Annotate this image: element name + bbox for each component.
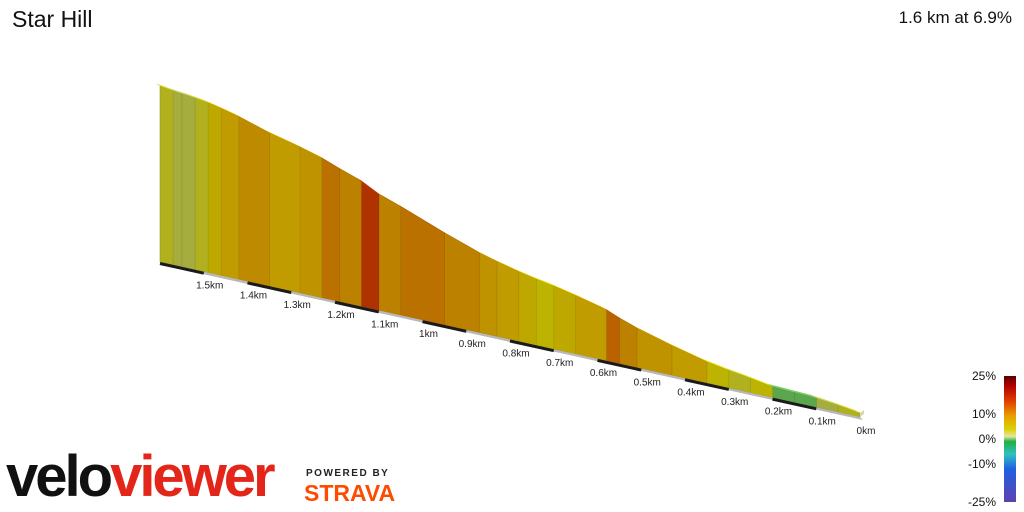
profile-segment-top — [395, 203, 445, 233]
distance-tick-label: 1.3km — [284, 300, 311, 311]
profile-segment-top — [233, 113, 270, 133]
profile-start-cap — [860, 410, 864, 417]
veloviewer-logo: veloviewer — [6, 444, 276, 509]
profile-segment — [444, 232, 480, 334]
profile-segment-top — [570, 292, 607, 310]
profile-segment — [181, 93, 196, 271]
segment-title: Star Hill — [12, 6, 93, 32]
profile-segment-top — [666, 342, 707, 362]
distance-tick-label: 1km — [419, 329, 438, 340]
profile-segment — [207, 102, 222, 276]
profile-segment — [636, 327, 673, 376]
distance-band — [509, 339, 555, 353]
powered-by-text: POWERED BY — [306, 468, 390, 479]
strava-logo: STRAVA — [304, 480, 396, 506]
profile-segment — [159, 85, 174, 266]
profile-segment — [194, 97, 209, 274]
distance-band — [159, 262, 205, 275]
distance-band — [597, 358, 642, 372]
distance-tick-label: 1.5km — [196, 281, 223, 292]
distance-tick-label: 0.6km — [590, 368, 617, 379]
distance-tick-label: 0.8km — [502, 349, 529, 360]
distance-tick-label: 0.5km — [634, 378, 661, 389]
profile-segment — [172, 90, 183, 268]
profile-segment — [619, 317, 638, 368]
profile-segment-top — [155, 83, 174, 91]
profile-segment — [321, 157, 340, 303]
profile-walls — [159, 85, 864, 418]
profile-segment-top — [701, 358, 729, 371]
gradient-legend-bar — [1004, 376, 1016, 502]
profile-segment-top — [767, 383, 795, 393]
profile-segment-top — [334, 165, 362, 181]
profile-segment-top — [474, 249, 497, 262]
distance-tick-label: 0.3km — [721, 397, 748, 408]
gradient-legend-label: -10% — [967, 457, 996, 472]
profile-segment-top — [723, 367, 751, 379]
segment-summary: 1.6 km at 6.9% — [898, 8, 1012, 27]
distance-tick-label: 0.4km — [677, 387, 704, 398]
profile-segment — [378, 193, 401, 316]
profile-segment-top — [176, 90, 195, 98]
distance-band — [334, 300, 380, 314]
profile-segment-top — [491, 258, 519, 272]
distance-tick-label: 0.7km — [546, 358, 573, 369]
profile-segment-top — [190, 94, 209, 103]
profile-segment-top — [614, 314, 637, 328]
profile-segment — [269, 132, 301, 294]
profile-segment — [518, 271, 537, 346]
profile-segment-top — [264, 129, 300, 147]
profile-segment-top — [531, 276, 554, 286]
profile-segment-top — [548, 282, 576, 296]
distance-tick-label: 1.4km — [240, 290, 267, 301]
distance-band — [422, 320, 467, 333]
profile-baseline — [159, 262, 863, 420]
gradient-legend-label: 10% — [971, 406, 996, 421]
distance-tick-label: 0.1km — [809, 416, 836, 427]
profile-segment — [535, 278, 555, 350]
profile-segment — [496, 260, 520, 342]
profile-segment — [220, 107, 240, 280]
profile-segment — [339, 167, 362, 307]
profile-segment-top — [833, 402, 860, 413]
profile-segment-top — [316, 154, 340, 169]
distance-ticks: 0km 0.1km 0.2km 0.3km 0.4km 0.5km 0.6km 0.7km 0.… — [196, 281, 875, 437]
distance-tick-label: 0.2km — [765, 407, 792, 418]
profile-segment-top — [601, 306, 620, 318]
distance-band — [247, 281, 292, 295]
profile-segment-top — [513, 268, 537, 280]
distance-tick-label: 0.9km — [459, 339, 486, 350]
profile-segment-top — [216, 105, 239, 117]
profile-top-edge — [155, 83, 860, 413]
distance-band — [684, 378, 730, 391]
profile-segment — [605, 309, 620, 365]
profile-segment — [360, 180, 380, 311]
gradient-legend-label: 25% — [971, 369, 996, 383]
profile-segment-top — [631, 324, 672, 346]
distance-tick-label: 1.2km — [327, 310, 354, 321]
profile-segment-top — [168, 87, 182, 94]
distance-tick-label: 1.1km — [371, 319, 398, 330]
profile-segment — [299, 146, 323, 299]
gradient-legend-label: 0% — [978, 432, 996, 446]
profile-segment-top — [295, 143, 322, 158]
profile-segment — [575, 294, 607, 362]
profile-segment — [553, 285, 576, 355]
profile-segment — [400, 205, 445, 326]
profile-segment-top — [439, 229, 480, 253]
profile-segment — [479, 252, 498, 337]
profile-segment-top — [373, 190, 401, 207]
profile-segment-top — [356, 177, 379, 194]
profile-segment-top — [203, 99, 222, 109]
profile-segment-top — [789, 389, 817, 398]
distance-tick-label: 0km — [857, 426, 876, 437]
gradient-legend-label: -25% — [967, 495, 996, 509]
profile-segment-top — [811, 394, 839, 406]
profile-segment-top — [745, 375, 773, 387]
profile-segment — [238, 115, 270, 287]
distance-band — [772, 397, 817, 411]
